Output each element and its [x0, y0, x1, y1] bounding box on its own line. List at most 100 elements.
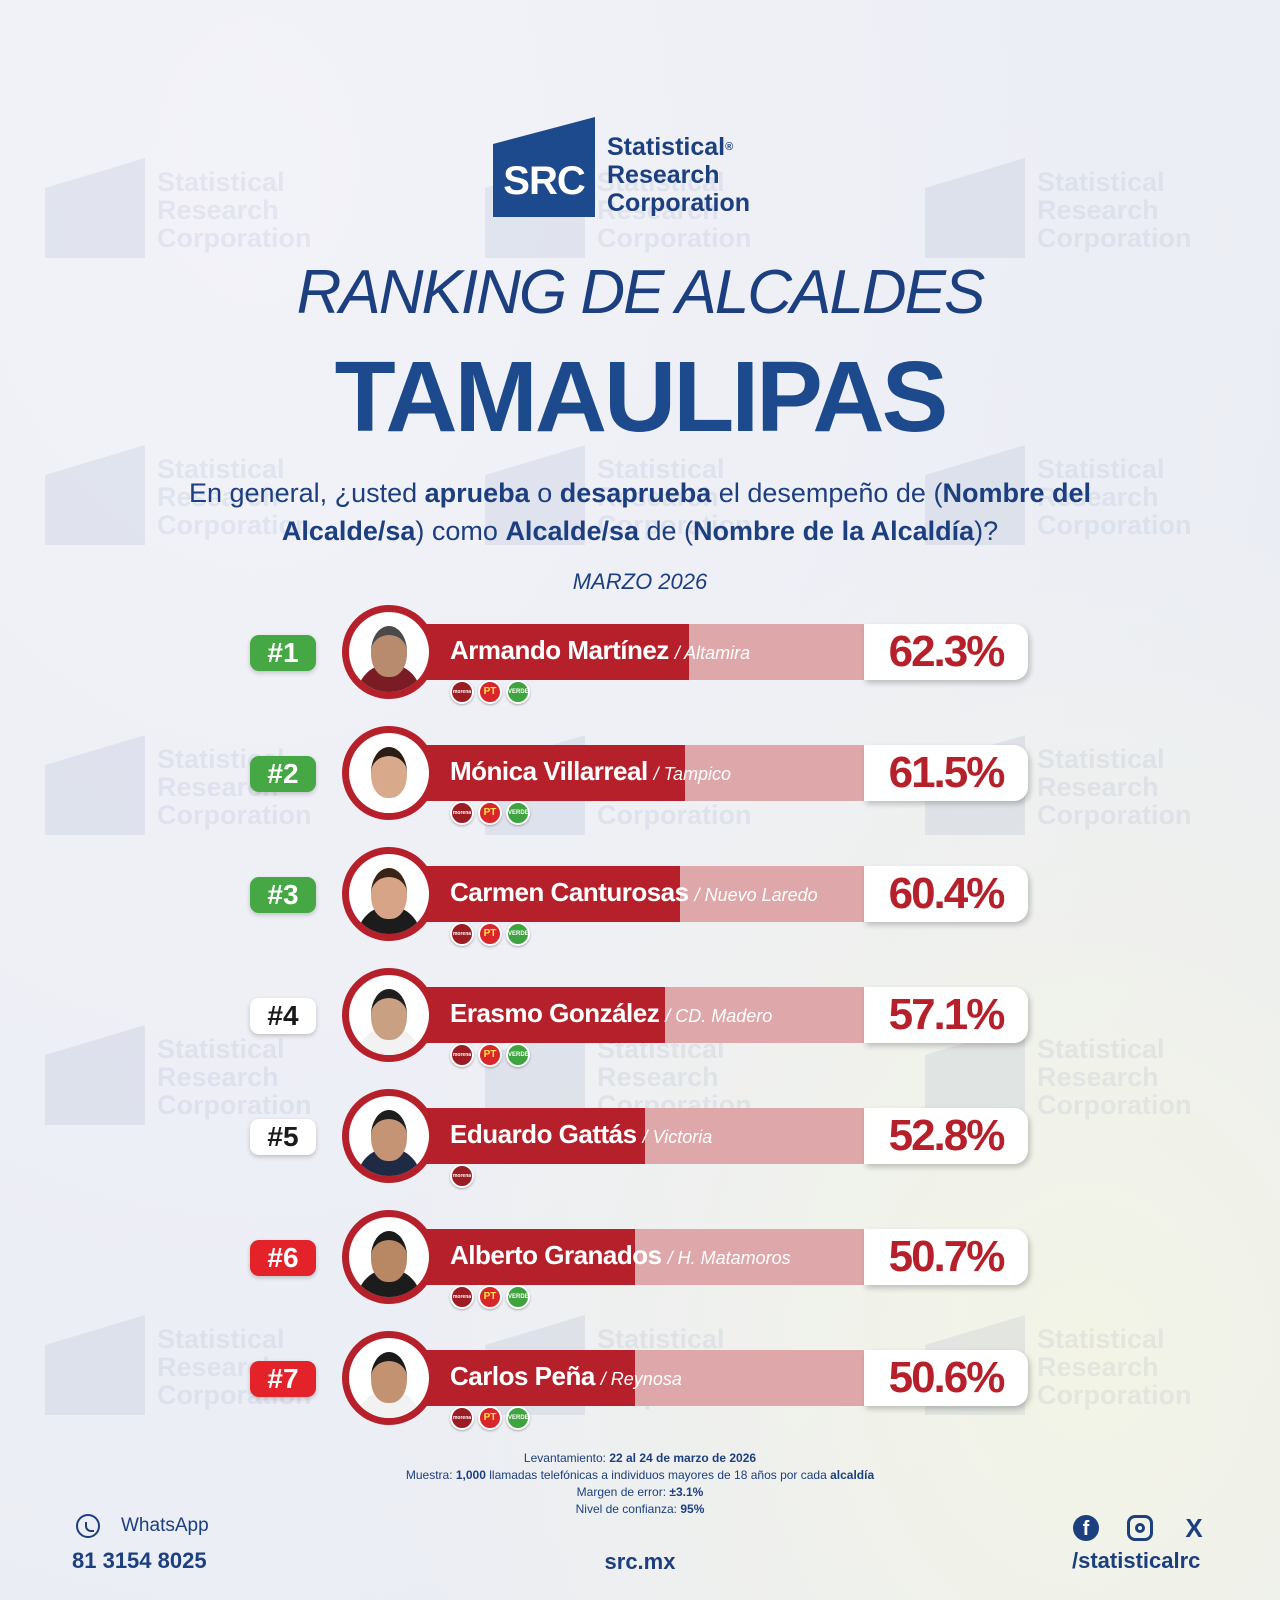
- note-value: 95%: [680, 1502, 705, 1516]
- candidate-label: Carlos Peña / Reynosa: [450, 1356, 682, 1396]
- avatar: [342, 1210, 436, 1304]
- logo-abbr: SRC: [503, 159, 585, 203]
- pt-party-icon: PT: [478, 922, 502, 946]
- avatar: [342, 968, 436, 1062]
- bar-fill: [400, 987, 665, 1043]
- verde-party-icon: VERDE: [506, 922, 530, 946]
- pt-party-icon: PT: [478, 1406, 502, 1430]
- percent-value: 61.5%: [864, 745, 1028, 801]
- pt-party-icon: PT: [478, 680, 502, 704]
- verde-party-icon: VERDE: [506, 1406, 530, 1430]
- city-name: / Nuevo Laredo: [694, 885, 818, 905]
- website-link[interactable]: src.mx: [604, 1549, 676, 1574]
- page-subtitle: TAMAULIPAS: [334, 341, 949, 453]
- survey-date: MARZO 2026: [572, 569, 708, 594]
- question-bold: Nombre del Alcalde/sa: [281, 478, 1091, 546]
- registered-mark: ®: [725, 141, 734, 153]
- avatar-head: [371, 1352, 407, 1403]
- logo-name: Statistical® Research Corporation: [607, 133, 750, 217]
- instagram-icon[interactable]: [1127, 1515, 1153, 1541]
- question-text: En general, ¿usted: [189, 478, 425, 508]
- percent-value: 52.8%: [864, 1108, 1028, 1164]
- candidate-label: Alberto Granados / H. Matamoros: [450, 1235, 791, 1275]
- note-value: 22 al 24 de marzo de 2026: [609, 1451, 757, 1465]
- note-label: Nivel de confianza:: [575, 1502, 681, 1516]
- question-bold: Alcalde/sa: [505, 516, 640, 546]
- avatar-head: [371, 1231, 407, 1282]
- candidate-name: Armando Martínez: [450, 635, 669, 665]
- bar-track: [400, 1350, 864, 1406]
- candidate-label: Armando Martínez / Altamira: [450, 630, 750, 670]
- question-text: )?: [974, 516, 999, 546]
- candidate-label: Eduardo Gattás / Victoria: [450, 1114, 712, 1154]
- src-logo: SRC Statistical® Research Corporation: [493, 117, 793, 222]
- bar-track: [400, 1108, 864, 1164]
- rank-badge: #1: [250, 635, 316, 671]
- morena-party-icon: morena: [450, 1164, 474, 1188]
- note-value: 1,000: [455, 1468, 486, 1482]
- city-name: / Altamira: [674, 643, 751, 663]
- candidate-name: Carlos Peña: [450, 1361, 595, 1391]
- ranking-row: #7 Carlos Peña / Reynosa 50.6% morena PT VE…: [0, 1329, 1280, 1439]
- candidate-name: Mónica Villarreal: [450, 756, 648, 786]
- morena-party-icon: morena: [450, 801, 474, 825]
- watermark-text: Statistical Research Corporation: [1037, 167, 1192, 253]
- morena-party-icon: morena: [450, 1285, 474, 1309]
- avatar-head: [371, 989, 407, 1040]
- phone-number[interactable]: 81 3154 8025: [72, 1548, 207, 1573]
- candidate-label: Carmen Canturosas / Nuevo Laredo: [450, 872, 818, 912]
- candidate-name: Eduardo Gattás: [450, 1119, 637, 1149]
- whatsapp-icon[interactable]: [76, 1514, 100, 1538]
- verde-party-icon: VERDE: [506, 801, 530, 825]
- facebook-icon[interactable]: f: [1073, 1515, 1099, 1541]
- ranking-row: #6 Alberto Granados / H. Matamoros 50.7% …: [0, 1208, 1280, 1318]
- methodology-notes: Levantamiento: 22 al 24 de marzo de 2026…: [0, 1450, 1280, 1518]
- avatar: [342, 1089, 436, 1183]
- ranking-row: #1 Armando Martínez / Altamira 62.3% more…: [0, 603, 1280, 713]
- city-name: / Reynosa: [600, 1369, 682, 1389]
- morena-party-icon: morena: [450, 1406, 474, 1430]
- logo-line-2: Research: [607, 161, 720, 189]
- verde-party-icon: VERDE: [506, 1285, 530, 1309]
- percent-value: 60.4%: [864, 866, 1028, 922]
- watermark-logo: Statistical Research Corporation: [45, 158, 375, 268]
- verde-party-icon: VERDE: [506, 1043, 530, 1067]
- percent-value: 50.7%: [864, 1229, 1028, 1285]
- candidate-name: Carmen Canturosas: [450, 877, 689, 907]
- candidate-name: Erasmo González: [450, 998, 660, 1028]
- rank-badge: #5: [250, 1119, 316, 1155]
- city-name: / Victoria: [642, 1127, 713, 1147]
- candidate-label: Erasmo González / CD. Madero: [450, 993, 772, 1033]
- avatar: [342, 847, 436, 941]
- question-bold: Nombre de la Alcaldía: [693, 516, 975, 546]
- whatsapp-label[interactable]: WhatsApp: [121, 1515, 209, 1536]
- bar-fill: [400, 1229, 635, 1285]
- candidate-label: Mónica Villarreal / Tampico: [450, 751, 731, 791]
- morena-party-icon: morena: [450, 1043, 474, 1067]
- ranking-row: #5 Eduardo Gattás / Victoria 52.8% morena: [0, 1087, 1280, 1197]
- question-bold: aprueba: [424, 478, 530, 508]
- percent-value: 57.1%: [864, 987, 1028, 1043]
- avatar-head: [371, 626, 407, 677]
- avatar: [342, 605, 436, 699]
- bar-fill: [400, 866, 680, 922]
- rank-badge: #7: [250, 1361, 316, 1397]
- rank-badge: #3: [250, 877, 316, 913]
- pt-party-icon: PT: [478, 1043, 502, 1067]
- morena-party-icon: morena: [450, 922, 474, 946]
- x-icon[interactable]: X: [1185, 1513, 1203, 1543]
- note-label: Muestra:: [405, 1468, 456, 1482]
- city-name: / H. Matamoros: [667, 1248, 791, 1268]
- logo-line-3: Corporation: [607, 189, 751, 217]
- ranking-row: #3 Carmen Canturosas / Nuevo Laredo 60.4%…: [0, 845, 1280, 955]
- bar-track: [400, 987, 864, 1043]
- morena-party-icon: morena: [450, 680, 474, 704]
- percent-value: 50.6%: [864, 1350, 1028, 1406]
- note-label: Levantamiento:: [523, 1451, 610, 1465]
- social-handle[interactable]: /statisticalrc: [1072, 1548, 1201, 1573]
- page-title: RANKING DE ALCALDES: [296, 258, 986, 327]
- bar-fill: [400, 1108, 645, 1164]
- watermark-text: Statistical Research Corporation: [157, 167, 312, 253]
- city-name: / Tampico: [653, 764, 732, 784]
- note-text: llamadas telefónicas a individuos mayore…: [485, 1468, 831, 1482]
